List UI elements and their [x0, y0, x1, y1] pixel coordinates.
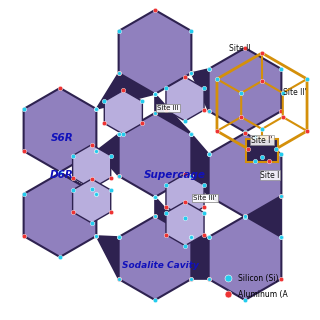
Polygon shape [24, 173, 96, 257]
Polygon shape [60, 172, 96, 194]
Polygon shape [104, 90, 142, 134]
Polygon shape [155, 197, 191, 237]
Polygon shape [119, 10, 191, 94]
Text: Supercage: Supercage [144, 170, 206, 180]
Text: Site I: Site I [260, 171, 280, 180]
Polygon shape [191, 134, 209, 196]
Polygon shape [119, 216, 191, 300]
Text: Site III': Site III' [193, 195, 217, 201]
Polygon shape [248, 137, 276, 161]
Polygon shape [119, 113, 191, 197]
Polygon shape [209, 216, 281, 300]
Polygon shape [209, 133, 281, 217]
Polygon shape [209, 48, 281, 132]
Polygon shape [155, 94, 191, 134]
Polygon shape [96, 236, 119, 279]
Text: Site II: Site II [229, 44, 251, 52]
Text: Site III: Site III [157, 105, 179, 111]
Polygon shape [73, 179, 111, 223]
Polygon shape [166, 77, 204, 121]
Polygon shape [191, 237, 209, 279]
Text: D6R: D6R [50, 170, 74, 180]
Polygon shape [191, 69, 209, 111]
Polygon shape [73, 145, 111, 189]
Polygon shape [166, 202, 204, 246]
Text: Sodalite Cavity: Sodalite Cavity [122, 260, 198, 269]
Text: Site I': Site I' [251, 135, 273, 145]
Text: Aluminum (A: Aluminum (A [238, 290, 288, 299]
Polygon shape [24, 88, 96, 172]
Polygon shape [96, 134, 119, 176]
Polygon shape [96, 73, 155, 109]
Polygon shape [246, 139, 278, 162]
Polygon shape [245, 196, 281, 237]
Text: Silicon (Si): Silicon (Si) [238, 274, 278, 283]
Polygon shape [166, 174, 204, 218]
Text: Site II': Site II' [283, 87, 307, 97]
Text: S6R: S6R [51, 133, 73, 143]
